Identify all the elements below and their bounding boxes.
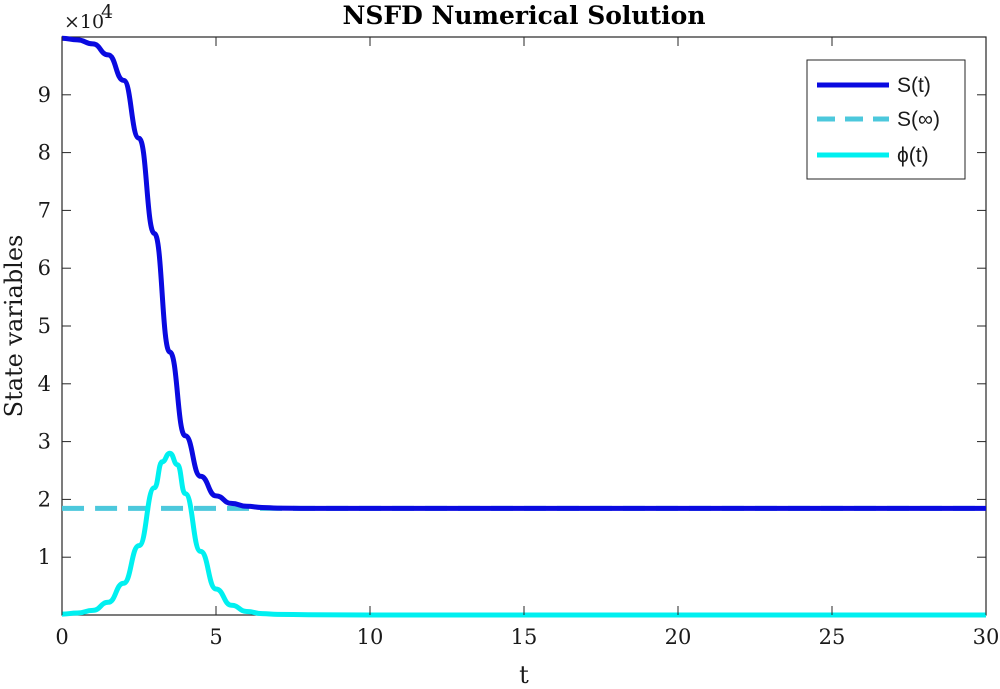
chart-title: NSFD Numerical Solution xyxy=(342,1,705,30)
y-tick-label: 6 xyxy=(38,256,51,280)
y-axis-label: State variables xyxy=(0,235,28,418)
y-tick-label: 9 xyxy=(38,83,51,107)
x-tick-label: 25 xyxy=(819,625,846,649)
series-layer xyxy=(61,35,986,618)
y-exponent-power: 4 xyxy=(101,1,113,23)
x-tick-label: 30 xyxy=(973,625,1000,649)
y-axis: 1 2 3 4 5 6 7 8 9 xyxy=(38,83,986,569)
y-exponent: ×10 4 xyxy=(64,1,113,33)
y-tick-label: 4 xyxy=(38,372,51,396)
legend: S(t) S(∞) ϕ(t) xyxy=(806,59,966,180)
x-axis-label: t xyxy=(519,661,529,689)
y-tick-label: 8 xyxy=(38,141,51,165)
x-tick-label: 0 xyxy=(55,625,68,649)
legend-items: S(t) S(∞) ϕ(t) xyxy=(817,74,940,167)
series-line-0 xyxy=(61,35,986,511)
y-tick-label: 3 xyxy=(38,430,51,454)
legend-label: ϕ(t) xyxy=(897,144,929,167)
legend-label: S(t) xyxy=(897,74,931,97)
y-tick-label: 5 xyxy=(38,314,51,338)
x-tick-label: 15 xyxy=(511,625,538,649)
series-line-2 xyxy=(61,450,986,618)
y-tick-label: 1 xyxy=(38,545,51,569)
x-tick-label: 5 xyxy=(209,625,222,649)
y-tick-label: 7 xyxy=(38,198,51,222)
x-tick-label: 10 xyxy=(357,625,384,649)
legend-label: S(∞) xyxy=(897,108,940,131)
x-axis: 0 5 10 15 20 25 30 xyxy=(55,37,999,649)
y-exponent-base: ×10 xyxy=(64,11,104,33)
x-tick-label: 20 xyxy=(665,625,692,649)
y-tick-label: 2 xyxy=(38,487,51,511)
